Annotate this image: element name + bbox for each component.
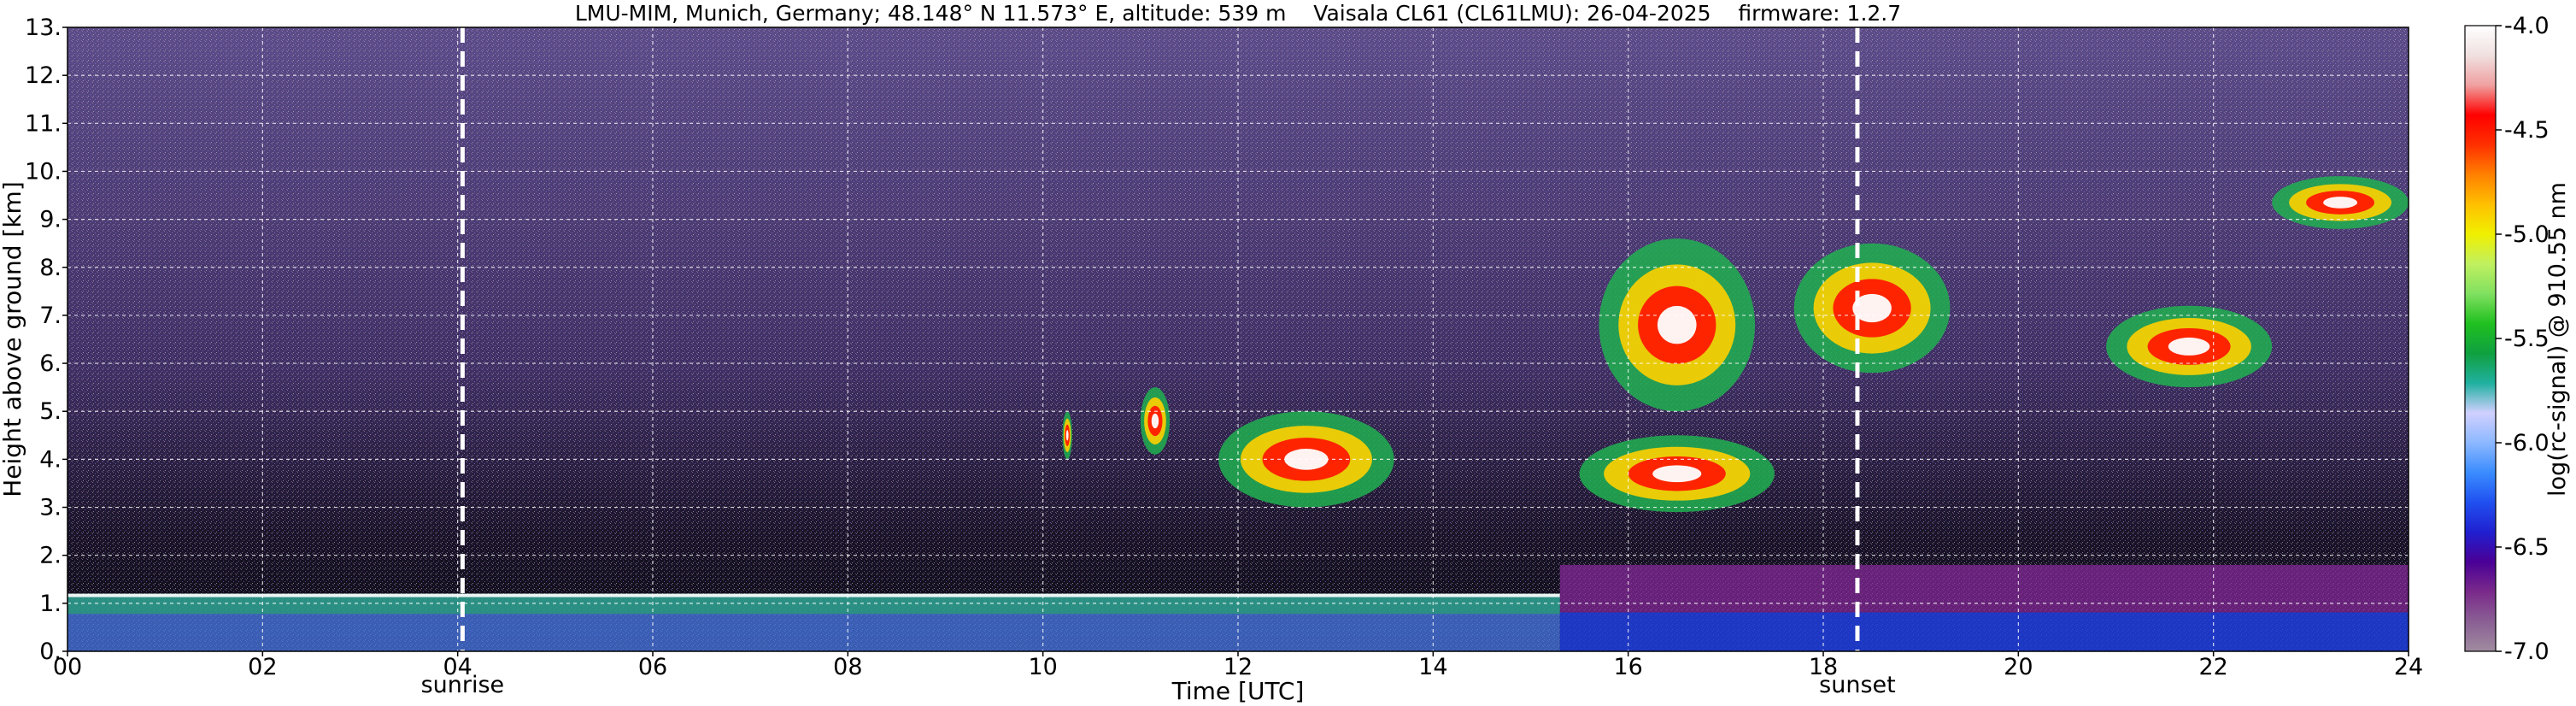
x-tick-label: 12 [1223, 654, 1253, 680]
feature-cloud [1140, 387, 1171, 455]
y-tick-label: 6. [39, 350, 62, 377]
y-axis-label: Height above ground [km] [0, 181, 26, 497]
y-tick-label: 4. [39, 446, 62, 473]
x-tick-label: 14 [1418, 654, 1447, 680]
feature-cloud [1793, 243, 1951, 374]
colorbar-tick-label: -7.0 [2504, 638, 2550, 665]
colorbar-tick-label: -5.0 [2504, 221, 2550, 248]
y-tick-label: 10. [25, 158, 62, 185]
y-tick-label: 12. [25, 62, 62, 89]
x-tick-label: 22 [2198, 654, 2227, 680]
x-tick-label: 00 [53, 654, 82, 680]
x-tick-label: 20 [2004, 654, 2033, 680]
x-tick-label: 02 [248, 654, 277, 680]
y-tick-label: 9. [39, 207, 62, 233]
x-tick-label: 10 [1028, 654, 1057, 680]
feature-cloud [1062, 411, 1072, 460]
colorbar-label: log(rc-signal) @ 910.55 nm [2544, 182, 2571, 497]
feature-cloud [2106, 305, 2273, 388]
y-tick-label: 1. [39, 591, 62, 617]
y-tick-label: 0. [39, 638, 62, 665]
feature-cloud [1599, 238, 1756, 412]
plot-area [67, 27, 2409, 651]
colorbar-ramp [2464, 25, 2497, 652]
feature-boundary-layer [67, 593, 1560, 651]
y-tick-label: 3. [39, 495, 62, 521]
y-tick-label: 2. [39, 543, 62, 569]
x-axis-label: Time [UTC] [1171, 677, 1305, 705]
event-marker-label: sunset [1819, 672, 1896, 698]
y-tick-label: 7. [39, 303, 62, 329]
colorbar-tick-label: -5.5 [2504, 326, 2550, 352]
y-tick-label: 11. [25, 110, 62, 137]
event-marker-label: sunrise [421, 672, 505, 698]
feature-background-noise [67, 27, 2409, 651]
x-tick-label: 06 [638, 654, 667, 680]
colorbar-tick-label: -4.5 [2504, 117, 2550, 144]
x-tick-label: 04 [443, 654, 472, 680]
x-tick-label: 08 [833, 654, 862, 680]
y-tick-label: 5. [39, 398, 62, 425]
colorbar-tick-label: -4.0 [2504, 13, 2550, 39]
colorbar: -7.0 -6.5 -6.0 -5.5 -5.0 -4.5 -4.0 log(rc-sign… [2464, 13, 2571, 665]
colorbar-tick-label: -6.5 [2504, 534, 2550, 561]
y-tick-label: 8. [39, 255, 62, 281]
x-tick-label: 16 [1613, 654, 1642, 680]
feature-cloud [1579, 435, 1775, 513]
chart-title: LMU-MIM, Munich, Germany; 48.148° N 11.5… [575, 1, 1901, 26]
feature-aerosol-layer [1559, 564, 2409, 651]
x-tick-label: 18 [1809, 654, 1838, 680]
x-tick-label: 24 [2394, 654, 2423, 680]
feature-cloud [2272, 176, 2409, 229]
y-tick-label: 13. [25, 15, 62, 41]
colorbar-tick-label: -6.0 [2504, 430, 2550, 456]
